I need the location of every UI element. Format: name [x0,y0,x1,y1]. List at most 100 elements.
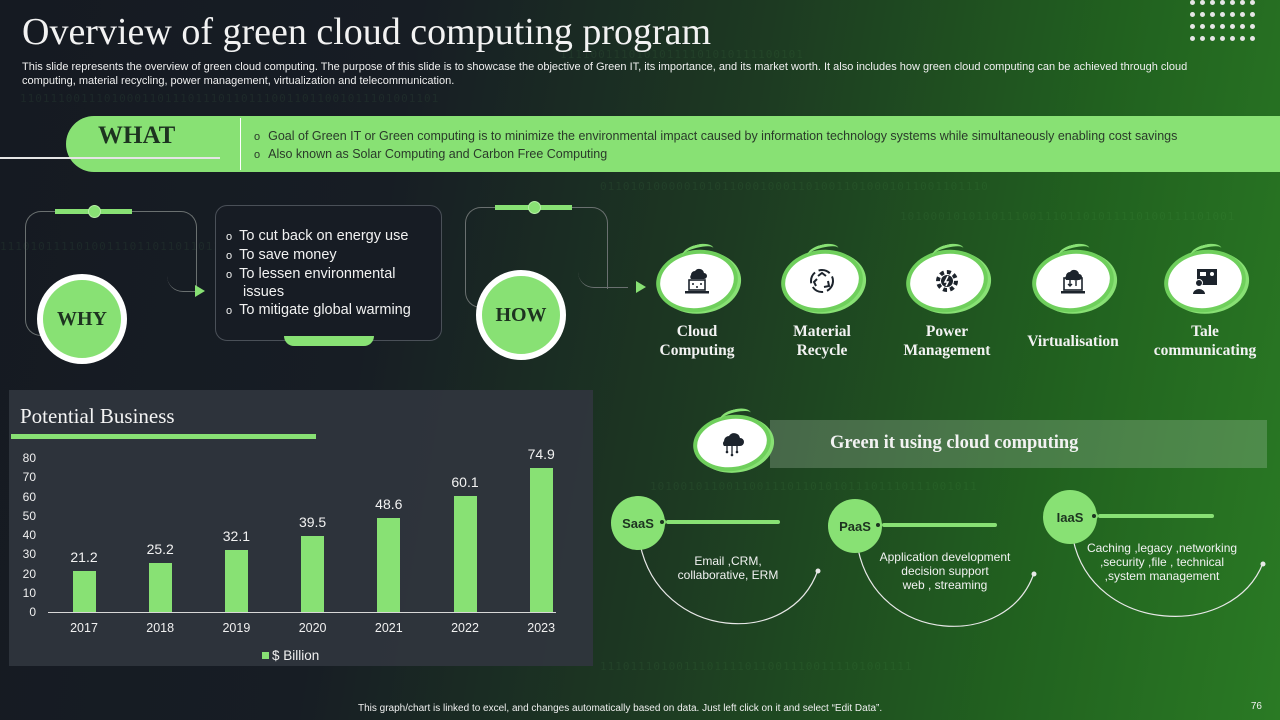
bar-value-label: 21.2 [70,549,98,566]
page-subtitle: This slide represents the overview of gr… [22,61,1188,87]
y-tick: 50 [22,509,36,523]
what-underline [0,157,220,159]
why-slider-knob [88,205,101,218]
y-tick: 80 [22,451,36,465]
bar[interactable] [377,518,401,612]
cloud-laptop-icon [685,268,709,294]
how-circle: HOW [476,270,566,360]
y-tick: 30 [22,547,36,561]
y-tick: 40 [22,528,36,542]
how-item-tele-communicating: Tale communicating [1150,244,1260,360]
how-item-label: Material Recycle [793,323,851,359]
bar-value-label: 32.1 [222,528,251,545]
cloud-transfer-icon [1061,269,1085,294]
binary-pattern: 1101110011101000110111011101101110011011… [20,92,440,105]
why-item: To mitigate global warming [226,302,436,321]
cloud-network-icon [723,433,744,457]
power-gear-icon [936,270,958,292]
bar[interactable] [224,550,248,612]
bar[interactable] [72,571,96,612]
why-box-tab [284,336,374,346]
how-item-label: Tale communicating [1153,323,1257,359]
video-conference-icon [1193,269,1217,294]
chart-title: Potential Business [20,404,175,428]
arrow-right-icon [195,285,205,297]
bar[interactable] [453,496,477,612]
what-divider [240,118,241,170]
bar-value-label: 60.1 [451,474,479,491]
what-list: Goal of Green IT or Green computing is t… [254,128,1177,164]
how-item-material-recycle: Material Recycle [767,244,877,360]
how-item-label: Cloud Computing [659,323,735,359]
x-tick: 2017 [70,621,98,635]
bar[interactable] [301,535,325,612]
page-number: 76 [1250,701,1262,712]
why-item: To save money [226,247,436,266]
how-connector-right [578,240,628,288]
why-circle: WHY [37,274,127,364]
saas-notch [658,518,666,526]
how-item-virtualisation: Virtualisation [1018,244,1128,351]
x-tick: 2020 [298,621,327,635]
chart-title-underline [11,434,316,439]
legend-label: $ Billion [272,648,320,663]
binary-pattern: 1010010110011001110110101011101110111001… [650,480,978,493]
iaas-line [1098,514,1214,518]
paas-arc [857,548,1037,627]
x-tick: 2022 [451,621,479,635]
what-item: Also known as Solar Computing and Carbon… [254,146,1177,164]
footer-note: This graph/chart is linked to excel, and… [358,703,883,714]
iaas-arc [1072,538,1266,617]
arrow-right-icon [636,281,646,293]
why-connector-right [167,240,197,292]
bar-value-label: 74.9 [527,445,555,462]
chart-legend: $ Billion [262,648,319,663]
x-tick: 2023 [527,621,556,635]
iaas-notch [1090,512,1098,520]
saas-arc [639,543,821,625]
saas-description: Email ,CRM, collaborative, ERM [677,554,779,582]
recycle-icon [810,269,834,293]
legend-swatch [262,652,269,659]
x-axis [48,612,556,613]
how-item-cloud-computing: Cloud Computing [642,244,752,360]
binary-pattern: 0110101000001010110001000110100110100010… [600,180,989,193]
x-tick: 2018 [146,621,175,635]
iaas-circle: IaaS [1043,490,1097,544]
bar[interactable] [148,563,172,612]
saas-circle: SaaS [611,496,665,550]
how-item-label: Virtualisation [1027,333,1119,350]
page-title: Overview of green cloud computing progra… [22,11,712,53]
y-tick: 10 [22,586,36,600]
paas-line [882,523,997,527]
x-tick: 2021 [374,621,403,635]
x-tick: 2019 [222,621,251,635]
what-label: WHAT [98,122,176,149]
y-tick: 0 [29,605,36,619]
saas-line [666,520,780,524]
how-item-power-management: Power Management [892,244,1002,360]
iaas-description: Caching ,legacy ,networking ,security ,fi… [1086,541,1238,583]
why-item: To cut back on energy use [226,228,436,247]
bar[interactable] [529,467,553,612]
binary-pattern: 1010001010110111001110110101111010011110… [900,210,1236,223]
why-list: To cut back on energy use To save money … [226,228,436,321]
y-tick: 70 [22,470,36,484]
bar-value-label: 25.2 [146,541,174,558]
decorative-dot-grid [1190,0,1260,41]
y-tick: 20 [22,567,36,581]
why-item: To lessen environmental issues [226,266,436,303]
bar-value-label: 39.5 [298,513,327,530]
how-item-label: Power Management [903,323,991,359]
paas-circle: PaaS [828,499,882,553]
binary-pattern: 1110111010011101111011001110011110100111… [600,660,913,673]
green-it-banner [770,420,1267,468]
y-tick: 60 [22,490,36,504]
green-it-title: Green it using cloud computing [830,433,1079,453]
paas-notch [874,521,882,529]
cloud-network-badge [689,409,775,477]
what-item: Goal of Green IT or Green computing is t… [254,128,1177,146]
how-slider-knob [528,201,541,214]
bar-value-label: 48.6 [375,496,403,513]
paas-description: Application development decision support w… [879,550,1011,592]
